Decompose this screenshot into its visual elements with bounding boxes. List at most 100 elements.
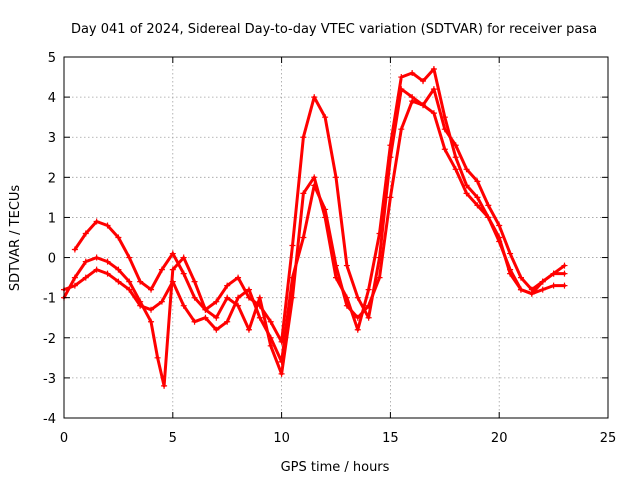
data-point <box>452 142 459 149</box>
data-point <box>213 326 220 333</box>
data-point <box>343 302 350 309</box>
data-point <box>376 254 383 261</box>
data-point <box>289 274 296 281</box>
series-line-track-c <box>73 87 566 344</box>
data-point <box>409 70 416 77</box>
data-point <box>561 262 568 269</box>
data-point <box>137 278 144 285</box>
data-point <box>517 274 524 281</box>
data-point <box>191 294 198 301</box>
data-point <box>463 190 470 197</box>
series-line-track-b <box>62 99 566 364</box>
data-point <box>82 230 89 237</box>
data-point <box>409 94 416 101</box>
data-point <box>463 166 470 173</box>
data-point <box>561 270 568 277</box>
data-point <box>452 166 459 173</box>
data-point <box>496 238 503 245</box>
data-point <box>278 370 285 377</box>
data-point <box>474 194 481 201</box>
data-point <box>430 110 437 117</box>
data-point <box>322 114 329 121</box>
data-point <box>202 314 209 321</box>
series-markers-track-b <box>61 98 568 365</box>
data-point <box>398 86 405 93</box>
data-point <box>550 270 557 277</box>
data-point <box>115 234 122 241</box>
data-point <box>322 206 329 213</box>
data-point <box>245 294 252 301</box>
data-point <box>224 318 231 325</box>
data-point <box>398 126 405 133</box>
data-point <box>289 242 296 249</box>
y-tick-label: 0 <box>48 252 56 267</box>
data-point <box>191 278 198 285</box>
data-point <box>430 86 437 93</box>
data-point <box>126 286 133 293</box>
data-point <box>104 270 111 277</box>
data-point <box>333 174 339 181</box>
data-point <box>180 270 187 277</box>
data-point <box>278 358 285 365</box>
chart-title: Day 041 of 2024, Sidereal Day-to-day VTE… <box>71 22 597 37</box>
y-tick-label: 4 <box>48 91 56 106</box>
data-point <box>311 174 318 181</box>
data-point <box>71 282 78 289</box>
data-point <box>148 318 155 325</box>
data-point <box>71 274 78 281</box>
data-point <box>213 298 220 305</box>
data-point <box>300 234 307 241</box>
y-tick-label: -4 <box>43 412 56 427</box>
data-point <box>256 302 263 309</box>
data-point <box>539 278 546 285</box>
data-point <box>180 302 187 309</box>
data-point <box>245 326 252 333</box>
data-point <box>550 282 557 289</box>
data-point <box>71 246 78 253</box>
data-point <box>528 286 535 293</box>
data-point <box>224 282 231 289</box>
data-point <box>333 262 339 269</box>
data-point <box>115 278 122 285</box>
data-point <box>191 318 198 325</box>
data-point <box>365 286 372 293</box>
data-point <box>420 78 427 85</box>
x-tick-label: 10 <box>273 431 290 446</box>
x-tick-label: 0 <box>60 431 68 446</box>
y-tick-label: 3 <box>48 131 56 146</box>
data-point <box>430 66 437 73</box>
data-point <box>169 250 176 257</box>
data-point <box>126 278 133 285</box>
data-point <box>507 250 514 257</box>
data-point <box>245 286 252 293</box>
axis-ticks: 0 5 10 15 20 25 -4 -3 -2 -1 0 1 2 3 4 5 <box>43 51 616 446</box>
data-point <box>474 202 481 209</box>
data-point <box>420 102 427 109</box>
data-series <box>61 66 568 389</box>
data-point <box>387 154 394 161</box>
data-point <box>126 254 133 261</box>
data-point <box>82 258 89 265</box>
y-tick-label: -2 <box>43 332 56 347</box>
plot-frame <box>63 56 609 419</box>
data-point <box>441 126 448 133</box>
grid-lines <box>64 57 608 418</box>
data-point <box>311 182 318 189</box>
data-point <box>158 298 165 305</box>
data-point <box>256 294 263 301</box>
y-tick-label: 1 <box>48 211 56 226</box>
data-point <box>485 202 492 209</box>
data-point <box>104 222 111 229</box>
data-point <box>148 306 155 313</box>
data-point <box>278 338 285 345</box>
series-markers-track-c <box>71 86 568 345</box>
data-point <box>376 274 383 281</box>
data-point <box>398 74 405 81</box>
data-point <box>213 314 220 321</box>
data-point <box>311 94 318 101</box>
y-tick-label: -1 <box>43 292 56 307</box>
data-point <box>235 294 242 301</box>
data-point <box>93 254 100 261</box>
data-point <box>93 266 100 273</box>
